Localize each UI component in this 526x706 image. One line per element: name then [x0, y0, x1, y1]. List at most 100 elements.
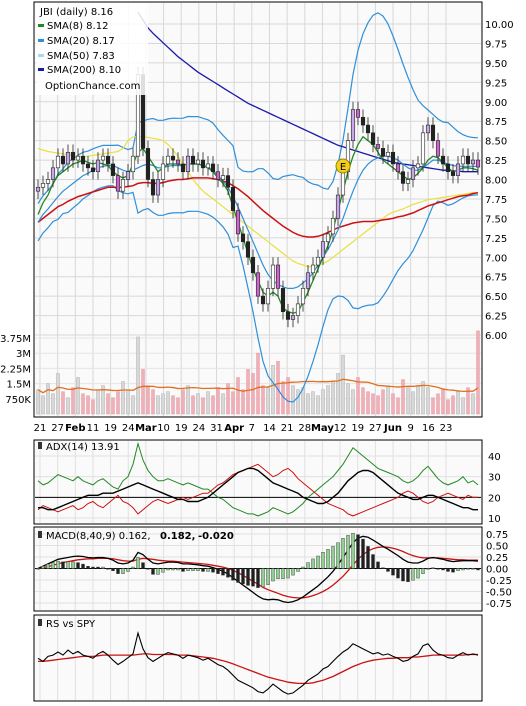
volume-bar — [151, 389, 155, 415]
candle-body — [130, 155, 136, 173]
adx-line — [38, 467, 478, 511]
candle-body — [145, 148, 151, 180]
volume-bar — [301, 387, 305, 415]
volume-bar — [381, 389, 385, 415]
macd-histogram-bar — [171, 568, 175, 571]
macd-histogram-bar — [136, 557, 140, 569]
volume-bar — [286, 377, 290, 415]
volume-bar — [396, 397, 400, 415]
chart-title: JBI (daily) 8.16 — [39, 7, 113, 18]
macd-histogram-bar — [326, 549, 330, 569]
x-tick-label: Mar — [135, 423, 157, 434]
x-tick-label: May — [311, 423, 334, 434]
volume-bar — [121, 381, 125, 415]
adx-legend-swatch — [38, 442, 42, 449]
candle-body — [240, 233, 246, 243]
candle-body — [330, 218, 336, 235]
candle-body — [375, 144, 381, 149]
candle-body — [40, 183, 46, 188]
volume-bar — [211, 395, 215, 415]
macd-tick-label: 0.25 — [486, 553, 508, 564]
price-tick-label: 8.75 — [485, 117, 507, 128]
macd-histogram-bar — [336, 542, 340, 569]
macd-tick-label: -0.50 — [486, 588, 512, 599]
macd-histogram-bar — [181, 568, 185, 572]
macd-histogram-bar — [301, 566, 305, 569]
volume-bar — [451, 395, 455, 415]
macd-histogram-bar — [216, 568, 220, 574]
rs-line — [37, 631, 479, 695]
x-tick-label: Feb — [65, 423, 85, 434]
source-label: OptionChance.com — [45, 81, 140, 92]
macd-histogram-bar — [76, 562, 80, 569]
volume-average-line — [37, 378, 479, 394]
volume-bar — [441, 389, 445, 415]
macd-histogram-bar — [266, 568, 270, 585]
macd-histogram-bar — [366, 546, 370, 569]
earnings-marker-circle — [335, 158, 351, 174]
candle-body — [110, 163, 116, 176]
sma200-line — [137, 11, 478, 173]
price-tick-label: 7.25 — [485, 234, 507, 245]
macd-histogram-bar — [396, 568, 400, 579]
macd-histogram-bar — [226, 568, 230, 578]
x-tick-label: 19 — [104, 423, 117, 434]
volume-bar — [201, 397, 205, 415]
candle-body — [80, 155, 86, 165]
candle-body — [245, 241, 251, 258]
candle-body — [470, 159, 476, 165]
volume-bar — [436, 393, 440, 415]
candle-body — [90, 167, 96, 173]
volume-bar — [361, 387, 365, 415]
macd-histogram-bar — [311, 558, 315, 569]
price-tick-label: 8.50 — [485, 137, 507, 148]
macd-histogram-bar — [466, 568, 470, 570]
candle-body — [60, 155, 66, 165]
volume-bar — [366, 391, 370, 415]
volume-bar — [141, 369, 145, 415]
candle-body — [450, 171, 456, 176]
candle-body — [105, 155, 111, 165]
macd-histogram-bar — [431, 567, 435, 569]
candle-body — [125, 171, 131, 180]
volume-bar — [461, 397, 465, 415]
macd-histogram-bar — [96, 566, 100, 569]
candle-body — [390, 151, 396, 165]
macd-histogram-bar — [91, 566, 95, 569]
macd-legend-label: MACD(8,40,9) 0.162, — [46, 531, 151, 542]
macd-histogram-bar — [206, 568, 210, 572]
candle-body — [295, 303, 301, 316]
macd-line — [37, 535, 479, 604]
earnings-marker-letter: E — [340, 162, 346, 173]
candle-body — [455, 163, 461, 176]
volume-bar — [86, 395, 90, 415]
candle-body — [260, 295, 266, 305]
price-tick-label: 7.50 — [485, 214, 507, 225]
volume-bar — [51, 393, 55, 415]
axis-tick-labels: 21 27 Feb 11 19 24 Mar 10 19 24 31 Apr 7 14 21 28 May 12 1… — [0, 20, 514, 610]
candle-body — [370, 132, 376, 145]
x-tick-label: 27 — [51, 423, 64, 434]
volume-bar — [306, 393, 310, 415]
macd-histogram-bar — [456, 568, 460, 571]
candle-body — [50, 167, 56, 180]
macd-histogram-bar — [141, 562, 145, 569]
macd-histogram-bar — [376, 561, 380, 569]
volume-bar — [476, 330, 480, 415]
candle-body — [215, 171, 221, 180]
macd-tick-label: 0.75 — [486, 530, 508, 541]
volume-bar — [231, 391, 235, 415]
macd-histogram-bar — [321, 552, 325, 569]
candle-body — [425, 124, 431, 134]
candle-body — [380, 148, 386, 157]
rs-legend-swatch — [38, 619, 42, 626]
volume-bar — [321, 389, 325, 415]
price-tick-label: 6.50 — [485, 292, 507, 303]
volume-tick-label: 1.5M — [6, 380, 31, 391]
rs-legend-label: RS vs SPY — [46, 619, 96, 630]
volume-bar — [356, 377, 360, 415]
macd-histogram-bar — [261, 568, 265, 588]
x-tick-label: 10 — [157, 423, 170, 434]
volume-bar — [241, 389, 245, 415]
